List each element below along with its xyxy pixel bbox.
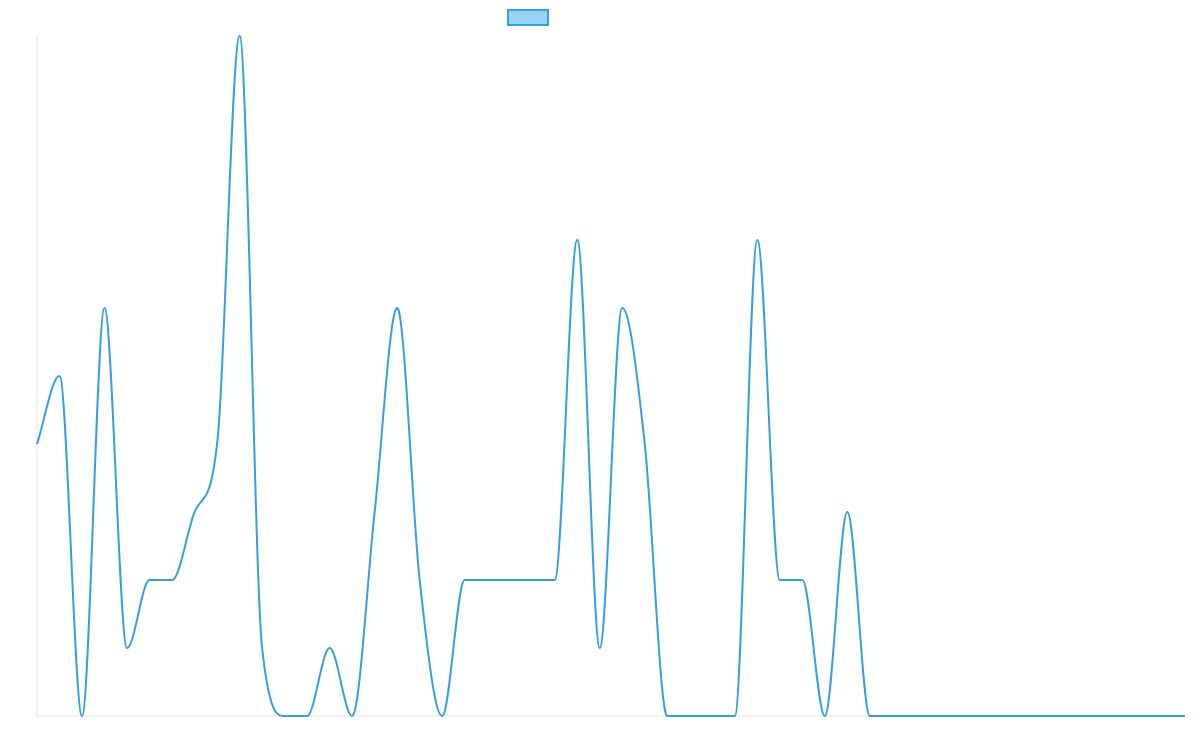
data-point[interactable] — [124, 645, 130, 651]
data-point[interactable] — [462, 577, 468, 583]
data-point[interactable] — [979, 713, 985, 719]
data-point[interactable] — [934, 713, 940, 719]
data-point[interactable] — [1092, 713, 1098, 719]
data-point[interactable] — [822, 713, 828, 719]
data-point[interactable] — [79, 713, 85, 719]
data-point[interactable] — [1159, 713, 1165, 719]
data-point[interactable] — [597, 645, 603, 651]
data-point[interactable] — [169, 577, 175, 583]
series-group — [34, 33, 1188, 719]
data-point[interactable] — [34, 441, 40, 447]
data-point[interactable] — [844, 509, 850, 515]
data-point[interactable] — [889, 713, 895, 719]
data-point[interactable] — [1137, 713, 1143, 719]
data-point[interactable] — [372, 509, 378, 515]
data-point[interactable] — [1024, 713, 1030, 719]
data-point[interactable] — [619, 305, 625, 311]
data-point[interactable] — [102, 305, 108, 311]
data-point[interactable] — [574, 237, 580, 243]
data-point[interactable] — [259, 645, 265, 651]
data-point[interactable] — [439, 713, 445, 719]
data-point[interactable] — [327, 645, 333, 651]
data-point[interactable] — [754, 237, 760, 243]
data-point[interactable] — [282, 713, 288, 719]
data-point[interactable] — [147, 577, 153, 583]
data-point[interactable] — [507, 577, 513, 583]
data-point[interactable] — [912, 713, 918, 719]
data-point[interactable] — [214, 441, 220, 447]
data-point[interactable] — [799, 577, 805, 583]
data-point[interactable] — [1002, 713, 1008, 719]
legend-swatch-series[interactable] — [507, 9, 549, 26]
data-point[interactable] — [732, 713, 738, 719]
data-point[interactable] — [867, 713, 873, 719]
data-point[interactable] — [394, 305, 400, 311]
data-point[interactable] — [687, 713, 693, 719]
legend — [507, 9, 549, 26]
series-line — [36, 35, 1185, 717]
data-point[interactable] — [1114, 713, 1120, 719]
data-point[interactable] — [1069, 713, 1075, 719]
data-point[interactable] — [709, 713, 715, 719]
data-point[interactable] — [664, 713, 670, 719]
data-point[interactable] — [777, 577, 783, 583]
data-point[interactable] — [1182, 713, 1188, 719]
data-point[interactable] — [529, 577, 535, 583]
data-point[interactable] — [642, 441, 648, 447]
data-point[interactable] — [237, 33, 243, 39]
data-point[interactable] — [484, 577, 490, 583]
data-point[interactable] — [57, 373, 63, 379]
data-point[interactable] — [417, 577, 423, 583]
data-point[interactable] — [957, 713, 963, 719]
data-point[interactable] — [304, 713, 310, 719]
data-point[interactable] — [552, 577, 558, 583]
data-point[interactable] — [192, 509, 198, 515]
data-point[interactable] — [1047, 713, 1053, 719]
data-point[interactable] — [349, 713, 355, 719]
